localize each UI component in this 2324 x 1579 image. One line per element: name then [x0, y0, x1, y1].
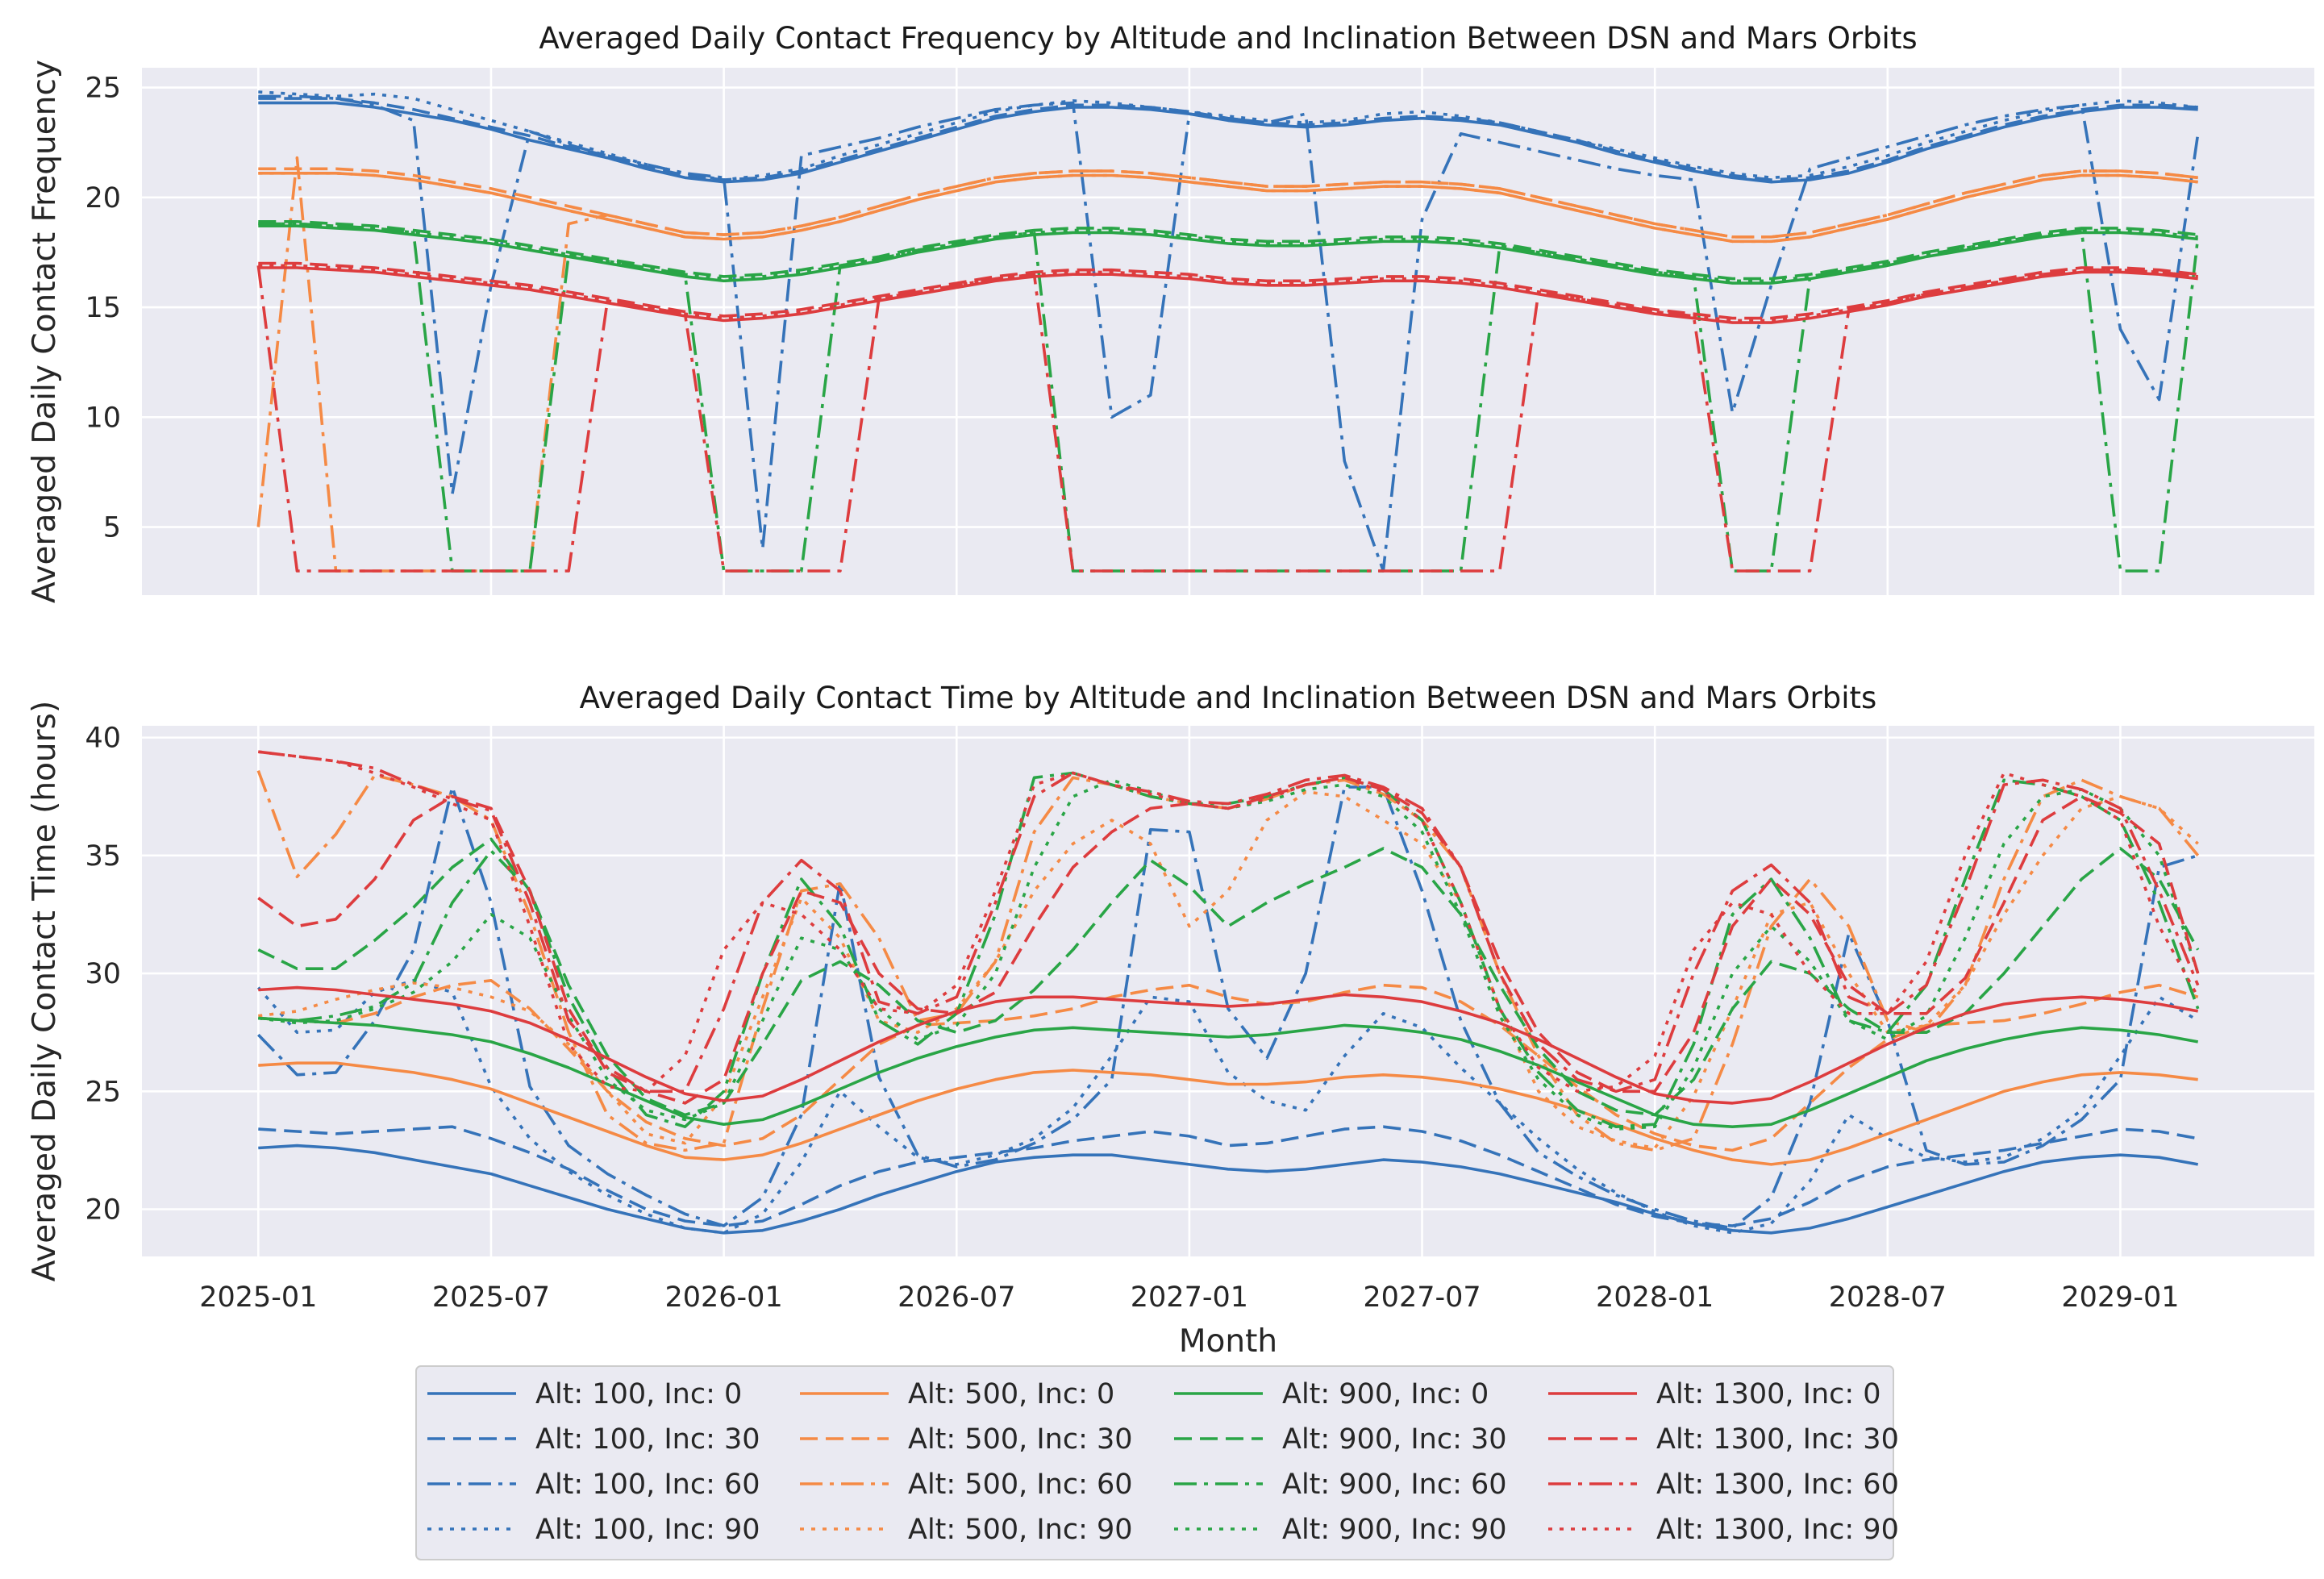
series-line-alt-1300-inc-60 — [258, 750, 2200, 1094]
legend-label-alt-900-inc-90: Alt: 900, Inc: 90 — [1282, 1514, 1507, 1546]
y-tick-label: 40 — [85, 723, 121, 755]
x-tick-label: 2025-01 — [199, 1281, 317, 1314]
contact-time-chart-title: Averaged Daily Contact Time by Altitude … — [580, 681, 1877, 715]
frequency-chart-title: Averaged Daily Contact Frequency by Alti… — [539, 21, 1917, 56]
legend-label-alt-1300-inc-30: Alt: 1300, Inc: 30 — [1656, 1423, 1899, 1456]
legend-items: Alt: 100, Inc: 0 Alt: 100, Inc: 30 Alt: 10… — [427, 1378, 1899, 1546]
x-axis-label: Month — [1179, 1323, 1277, 1360]
legend-label-alt-1300-inc-0: Alt: 1300, Inc: 0 — [1656, 1378, 1881, 1410]
legend-label-alt-1300-inc-60: Alt: 1300, Inc: 60 — [1656, 1469, 1899, 1501]
y-tick-label: 5 — [103, 512, 121, 544]
x-tick-label: 2025-07 — [432, 1281, 550, 1314]
contact-time-series — [256, 750, 2200, 1235]
x-tick-label: 2027-01 — [1131, 1281, 1248, 1314]
y-tick-label: 25 — [85, 1076, 121, 1108]
series-line-alt-100-inc-90 — [256, 979, 2199, 1235]
contact-time-y-axis-label: Averaged Daily Contact Time (hours) — [27, 701, 63, 1281]
y-tick-label: 30 — [85, 958, 121, 990]
series-line-alt-900-inc-90 — [258, 222, 2198, 283]
series-line-alt-900-inc-0 — [258, 224, 2198, 285]
y-tick-label: 10 — [85, 402, 121, 434]
legend-label-alt-500-inc-60: Alt: 500, Inc: 60 — [908, 1469, 1133, 1501]
frequency-chart: 5 10 15 20 25 Averaged Daily Contact Frequen… — [27, 21, 2314, 603]
y-tick-label: 20 — [85, 1194, 121, 1227]
legend: Alt: 100, Inc: 0 Alt: 100, Inc: 30 Alt: 10… — [415, 1365, 1899, 1560]
y-tick-label: 35 — [85, 840, 121, 873]
legend-label-alt-500-inc-30: Alt: 500, Inc: 30 — [908, 1423, 1133, 1456]
series-line-alt-100-inc-0 — [258, 1144, 2199, 1235]
legend-label-alt-100-inc-0: Alt: 100, Inc: 0 — [535, 1378, 742, 1410]
x-tick-label: 2026-01 — [664, 1281, 782, 1314]
frequency-y-axis-label: Averaged Daily Contact Frequency — [27, 60, 63, 603]
legend-label-alt-900-inc-0: Alt: 900, Inc: 0 — [1282, 1378, 1489, 1410]
x-tick-label: 2028-07 — [1829, 1281, 1947, 1314]
legend-label-alt-100-inc-60: Alt: 100, Inc: 60 — [535, 1469, 760, 1501]
legend-label-alt-900-inc-30: Alt: 900, Inc: 30 — [1282, 1423, 1507, 1456]
x-tick-label: 2026-07 — [898, 1281, 1015, 1314]
y-tick-label: 25 — [85, 73, 121, 105]
series-line-alt-1300-inc-0 — [258, 266, 2198, 324]
series-line-alt-100-inc-60 — [258, 94, 2200, 573]
series-line-alt-100-inc-0 — [258, 101, 2198, 184]
contact-time-x-ticks: 2025-01 2025-07 2026-01 2026-07 2027-01 2027-… — [199, 1281, 2179, 1314]
series-line-alt-500-inc-90 — [258, 172, 2198, 244]
x-tick-label: 2028-01 — [1596, 1281, 1714, 1314]
frequency-series — [256, 90, 2200, 573]
contact-time-y-ticks: 20 25 30 35 40 — [85, 723, 121, 1227]
contact-time-grid — [142, 726, 2314, 1256]
series-line-alt-900-inc-30 — [258, 219, 2198, 281]
series-line-alt-100-inc-30 — [258, 97, 2198, 181]
series-line-alt-1300-inc-90 — [258, 264, 2198, 323]
frequency-plot-area — [142, 68, 2314, 595]
legend-label-alt-100-inc-90: Alt: 100, Inc: 90 — [535, 1514, 760, 1546]
x-tick-label: 2027-07 — [1363, 1281, 1481, 1314]
legend-label-alt-500-inc-90: Alt: 500, Inc: 90 — [908, 1514, 1133, 1546]
legend-label-alt-900-inc-60: Alt: 900, Inc: 60 — [1282, 1469, 1507, 1501]
legend-label-alt-1300-inc-90: Alt: 1300, Inc: 90 — [1656, 1514, 1899, 1546]
legend-box — [415, 1365, 1894, 1560]
series-line-alt-1300-inc-90 — [258, 750, 2200, 1094]
legend-label-alt-500-inc-0: Alt: 500, Inc: 0 — [908, 1378, 1114, 1410]
y-tick-label: 20 — [85, 182, 121, 215]
series-line-alt-100-inc-90 — [258, 90, 2198, 181]
y-tick-label: 15 — [85, 292, 121, 324]
series-line-alt-1300-inc-30 — [258, 261, 2198, 320]
series-line-alt-900-inc-0 — [258, 1016, 2199, 1128]
series-line-alt-500-inc-60 — [256, 156, 2198, 573]
series-line-alt-1300-inc-60 — [256, 265, 2198, 573]
x-tick-label: 2029-01 — [2061, 1281, 2179, 1314]
series-line-alt-1300-inc-0 — [258, 985, 2199, 1105]
series-line-alt-900-inc-30 — [257, 837, 2200, 1117]
frequency-y-ticks: 5 10 15 20 25 — [85, 73, 121, 544]
legend-label-alt-100-inc-30: Alt: 100, Inc: 30 — [535, 1423, 760, 1456]
series-line-alt-100-inc-30 — [258, 1125, 2199, 1227]
series-line-alt-500-inc-90 — [258, 790, 2199, 1150]
series-line-alt-500-inc-0 — [258, 1061, 2198, 1166]
